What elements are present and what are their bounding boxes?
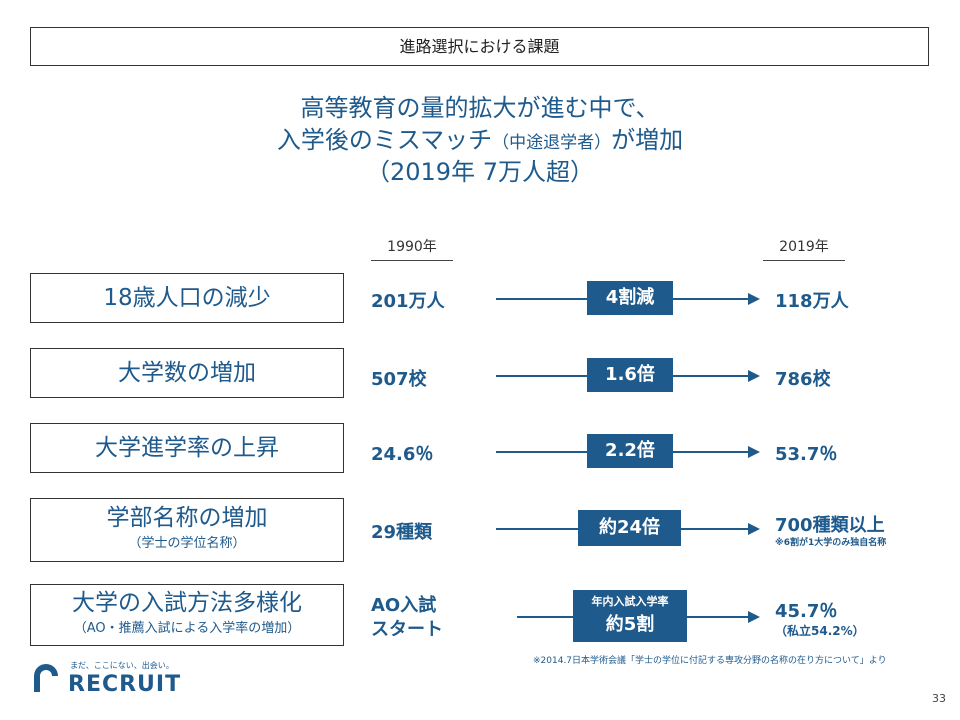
badge-caption: 年内入試入学率 [591, 595, 669, 608]
page-number: 33 [932, 692, 946, 705]
change-badge: 約24倍 [578, 510, 681, 546]
badge-value: 約5割 [605, 614, 655, 635]
row-to-value: 53.7％ [775, 444, 838, 465]
row-from-value: AO入試 スタート [371, 594, 443, 642]
row-label-box-enrollment: 大学進学率の上昇 [30, 423, 344, 473]
row-from-value: 201万人 [371, 291, 445, 312]
logo-tagline: まだ、ここにない、出会い。 [70, 661, 174, 670]
row-from-value: 507校 [371, 369, 427, 390]
row-to-value: 45.7％ [775, 601, 838, 622]
year-from-label: 1990年 [371, 236, 453, 261]
row-sub-label: （AO・推薦入試による入学率の増加） [73, 621, 301, 636]
row-label: 大学の入試方法多様化 [72, 590, 302, 616]
headline-line-2b: （中途退学者） [492, 133, 612, 153]
recruit-logo-icon [34, 664, 58, 692]
row-sub-label: （学士の学位名称） [128, 536, 246, 551]
logo-wordmark: RECRUIT [68, 672, 182, 697]
change-badge: 年内入試入学率 約5割 [573, 590, 687, 642]
change-badge: 1.6倍 [587, 358, 673, 392]
headline-line-3: （2019年 7万人超） [366, 158, 594, 186]
row-to-note: ※6割が1大学のみ独自名称 [775, 538, 887, 548]
row-label: 大学進学率の上昇 [95, 435, 279, 461]
row-label-box-admissions: 大学の入試方法多様化 （AO・推薦入試による入学率の増加） [30, 584, 344, 646]
row-from-line-1: AO入試 [371, 595, 437, 616]
change-badge: 2.2倍 [587, 434, 673, 468]
recruit-logo: まだ、ここにない、出会い。 RECRUIT [30, 658, 180, 698]
headline-line-2a: 入学後のミスマッチ [276, 126, 493, 154]
row-label-box-faculty-names: 学部名称の増加 （学士の学位名称） [30, 498, 344, 562]
change-badge: 4割減 [587, 281, 673, 315]
row-from-value: 29種類 [371, 522, 433, 543]
row-to-value: 786校 [775, 369, 831, 390]
row-from-line-2: スタート [371, 619, 443, 640]
row-label-box-universities: 大学数の増加 [30, 348, 344, 398]
row-label-box-population: 18歳人口の減少 [30, 273, 344, 323]
footnote: ※2014.7日本学術会議「学士の学位に付記する専攻分野の名称の在り方について」… [533, 656, 887, 666]
row-label: 学部名称の増加 [106, 505, 268, 531]
row-to-value: 118万人 [775, 291, 849, 312]
row-label: 18歳人口の減少 [103, 285, 271, 311]
row-from-value: 24.6％ [371, 444, 434, 465]
row-to-note: （私立54.2%） [775, 624, 865, 638]
headline-line-2: 入学後のミスマッチ（中途退学者）が増加 [0, 124, 960, 159]
row-to-value: 700種類以上 [775, 515, 885, 536]
slide-title: 進路選択における課題 [30, 27, 929, 66]
row-label: 大学数の増加 [118, 360, 256, 386]
year-to-label: 2019年 [763, 236, 845, 261]
headline-line-1: 高等教育の量的拡大が進む中で、 [300, 94, 660, 122]
headline-line-2c: が増加 [611, 126, 684, 154]
